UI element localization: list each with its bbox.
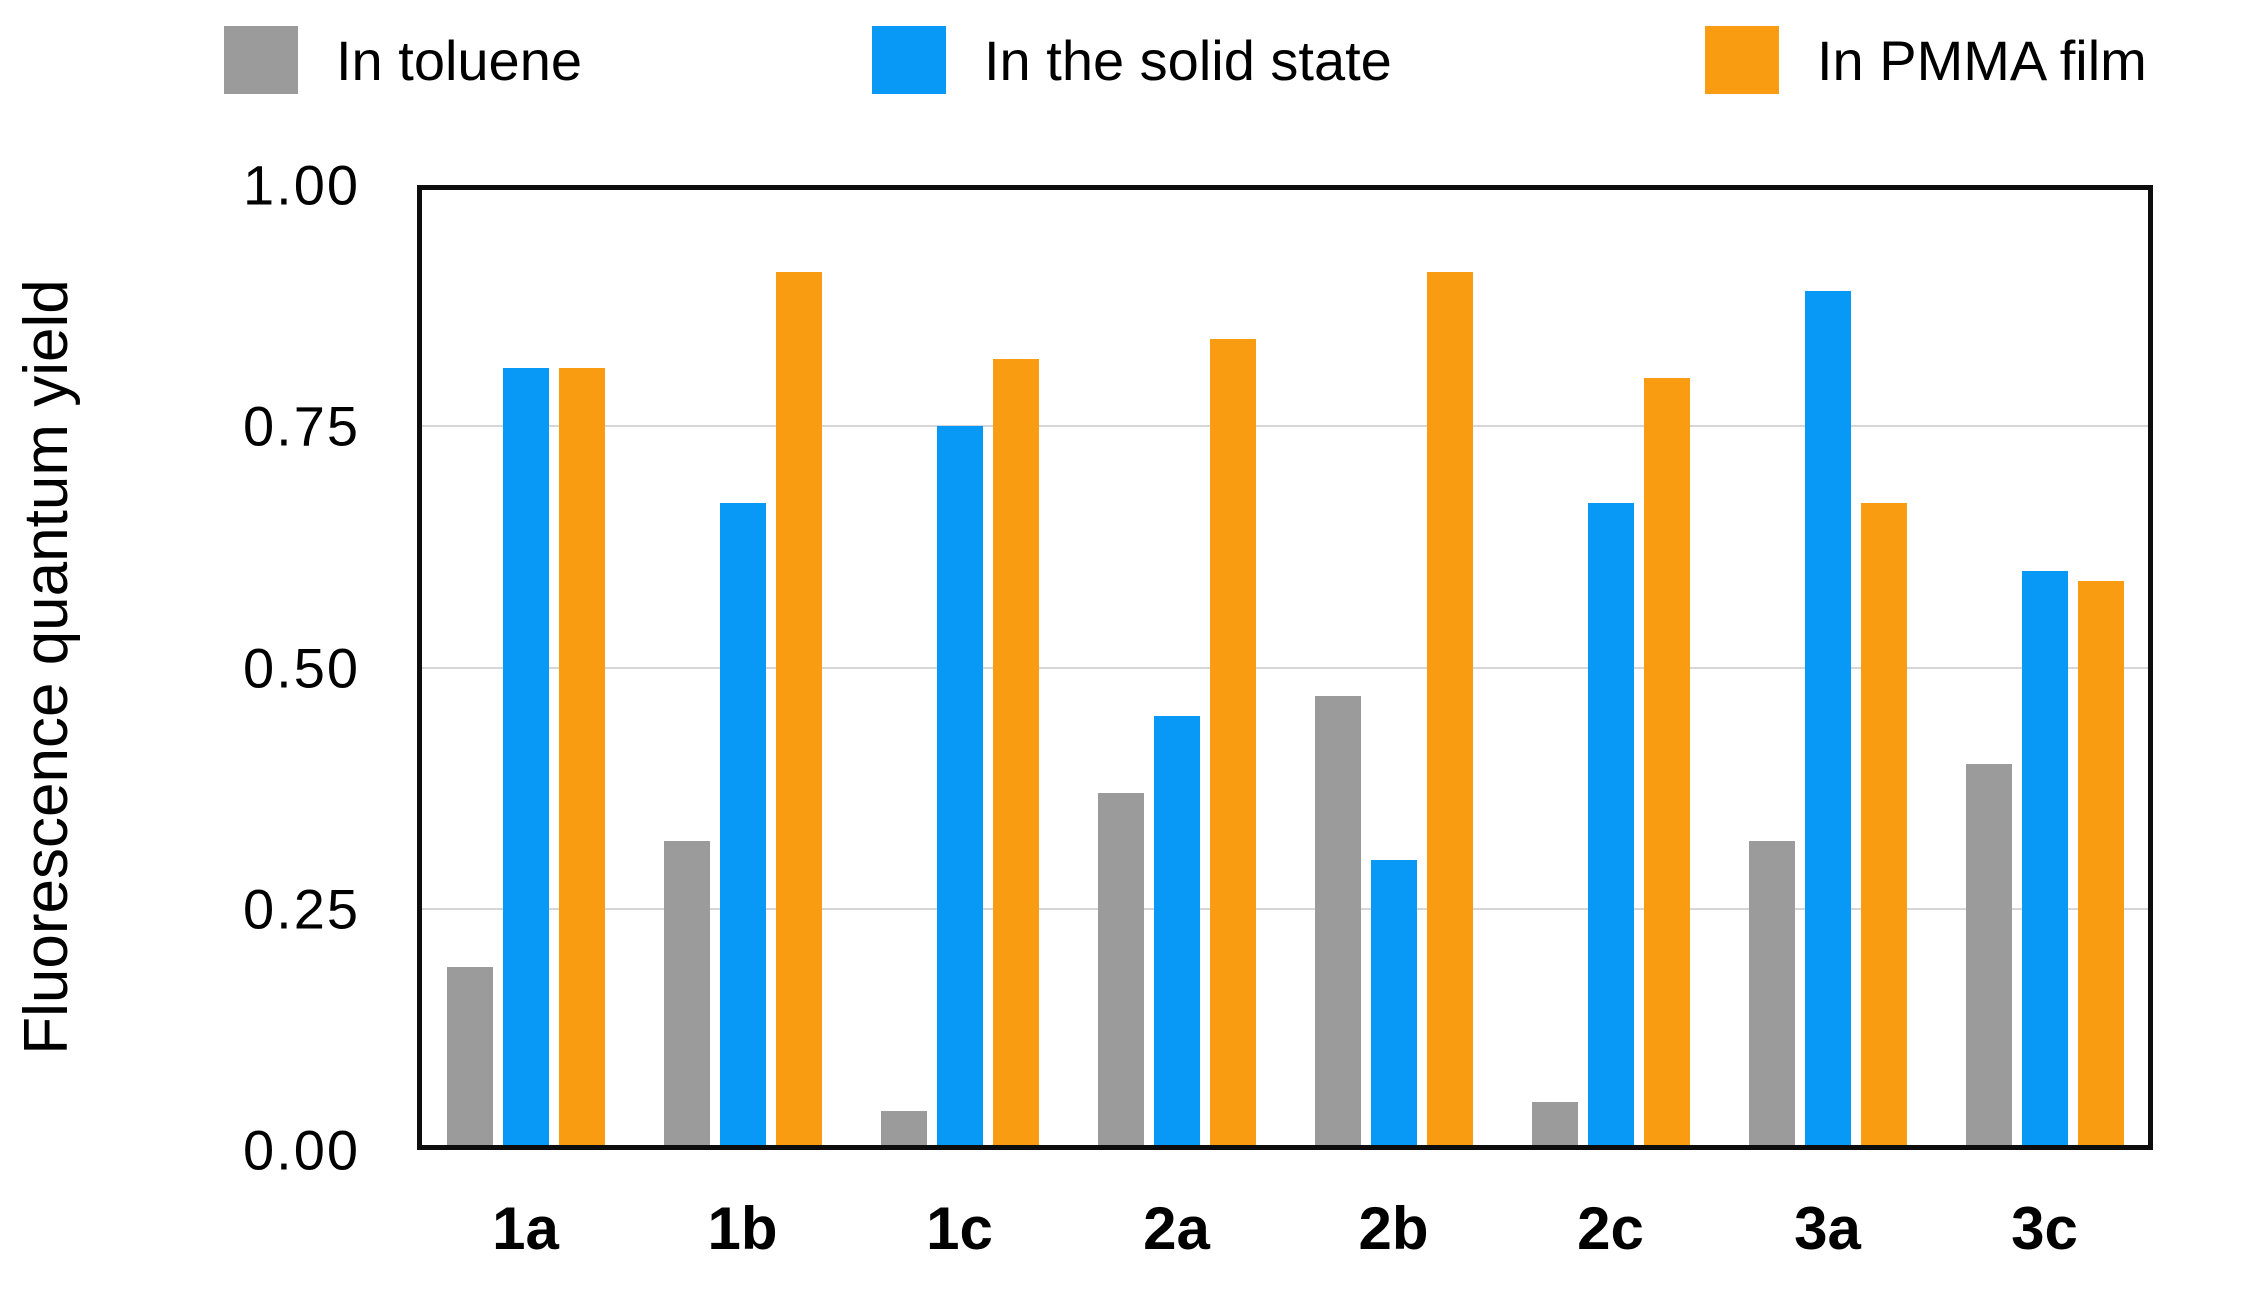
bar-1b-in-toluene bbox=[663, 841, 710, 1150]
gridline-75 bbox=[417, 425, 2153, 428]
x-tick-label-1b: 1b bbox=[707, 1195, 778, 1262]
bar-2b-in-toluene bbox=[1314, 696, 1361, 1150]
bar-3c-in-toluene bbox=[1965, 764, 2012, 1150]
legend-label-in-toluene: In toluene bbox=[336, 28, 582, 92]
y-tick-label-1-00: 1.00 bbox=[243, 153, 360, 217]
legend-swatch-in-the-solid-state bbox=[872, 26, 946, 94]
bar-2c-in-the-solid-state bbox=[1587, 503, 1634, 1150]
bar-1a-in-toluene bbox=[446, 967, 493, 1150]
bar-1c-in-toluene bbox=[880, 1111, 927, 1150]
x-tick-label-2a: 2a bbox=[1143, 1195, 1210, 1262]
gridline-50 bbox=[417, 666, 2153, 669]
x-tick-label-1a: 1a bbox=[492, 1195, 559, 1262]
bar-1a-in-pmma-film bbox=[558, 368, 605, 1150]
bar-3a-in-pmma-film bbox=[1860, 503, 1907, 1150]
gridline-25 bbox=[417, 907, 2153, 910]
y-tick-label-0-50: 0.50 bbox=[243, 636, 360, 699]
bar-3a-in-the-solid-state bbox=[1804, 291, 1851, 1150]
y-tick-label-0-00: 0.00 bbox=[243, 1118, 360, 1182]
legend-item-in-pmma-film: In PMMA film bbox=[1705, 20, 2147, 100]
x-tick-label-3a: 3a bbox=[1794, 1195, 1861, 1262]
bar-2b-in-the-solid-state bbox=[1370, 860, 1417, 1150]
bar-2a-in-the-solid-state bbox=[1153, 716, 1200, 1150]
bar-3a-in-toluene bbox=[1748, 841, 1795, 1150]
bar-1b-in-the-solid-state bbox=[719, 503, 766, 1150]
bar-3c-in-the-solid-state bbox=[2021, 571, 2068, 1150]
y-tick-label-0-75: 0.75 bbox=[243, 394, 360, 458]
legend-label-in-pmma-film: In PMMA film bbox=[1817, 28, 2147, 92]
y-tick-label-0-25: 0.25 bbox=[243, 877, 360, 941]
x-tick-label-2c: 2c bbox=[1577, 1195, 1644, 1262]
legend-item-in-toluene: In toluene bbox=[224, 20, 582, 100]
legend-swatch-in-toluene bbox=[224, 26, 298, 94]
plot-area bbox=[417, 185, 2153, 1150]
legend-item-in-the-solid-state: In the solid state bbox=[872, 20, 1392, 100]
bar-1a-in-the-solid-state bbox=[502, 368, 549, 1150]
legend: In toluene In the solid state In PMMA film bbox=[0, 0, 2261, 120]
x-tick-label-3c: 3c bbox=[2011, 1195, 2078, 1262]
bar-2c-in-pmma-film bbox=[1643, 378, 1690, 1150]
bar-1c-in-the-solid-state bbox=[936, 426, 983, 1150]
bar-2b-in-pmma-film bbox=[1426, 272, 1473, 1150]
bar-2c-in-toluene bbox=[1531, 1102, 1578, 1150]
bar-1c-in-pmma-film bbox=[992, 359, 1039, 1150]
bar-2a-in-pmma-film bbox=[1209, 339, 1256, 1150]
x-tick-label-1c: 1c bbox=[926, 1195, 993, 1262]
y-axis-title: Fluorescence quantum yield bbox=[12, 279, 81, 1055]
bar-1b-in-pmma-film bbox=[775, 272, 822, 1150]
x-tick-label-2b: 2b bbox=[1358, 1195, 1429, 1262]
legend-swatch-in-pmma-film bbox=[1705, 26, 1779, 94]
bar-3c-in-pmma-film bbox=[2077, 581, 2124, 1150]
bar-2a-in-toluene bbox=[1097, 793, 1144, 1150]
legend-label-in-the-solid-state: In the solid state bbox=[984, 28, 1392, 92]
